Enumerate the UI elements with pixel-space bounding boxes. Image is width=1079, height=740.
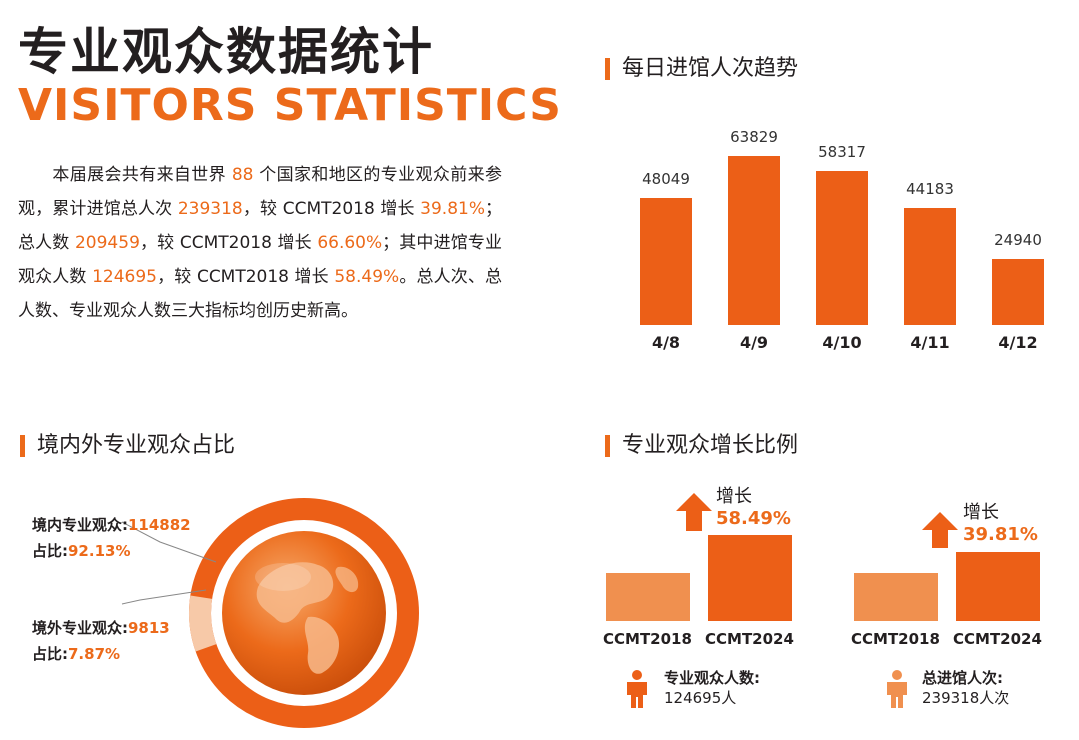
countries-count: 88 [231,165,254,185]
daily-bar-value: 63829 [730,128,778,146]
domestic-ratio: 92.13% [68,542,131,560]
daily-bar-chart: 48049 4/8 63829 4/9 58317 4/10 44183 4/11 24940 4… [600,110,1070,360]
page-title: 专业观众数据统计 [18,23,434,81]
share-donut [188,497,420,729]
daily-bar-value: 44183 [906,180,954,198]
daily-section-title: 每日进馆人次趋势 [605,58,798,80]
growth-right-cat-2024: CCMT2024 [953,630,1042,648]
daily-bar [904,208,956,325]
growth-right-bar-2018 [854,573,938,621]
daily-bar-category: 4/10 [822,333,862,352]
growth-left-cat-2024: CCMT2024 [705,630,794,648]
foreign-label: 境外专业观众: [32,619,128,637]
growth-left-pct: 58.49% [716,508,791,529]
growth-right-pct: 39.81% [963,524,1038,545]
daily-bar [992,259,1044,325]
pro-growth: 58.49% [334,267,400,287]
growth-right-footer: 总进馆人次: 239318人次 [922,668,1009,708]
growth-right-cat-2018: CCMT2018 [851,630,940,648]
daily-bar-value: 58317 [818,143,866,161]
daily-bar [640,198,692,325]
domestic-label-block: 境内专业观众:114882 占比:92.13% [32,512,191,564]
domestic-value: 114882 [128,516,191,534]
foreign-value: 9813 [128,619,170,637]
total-people: 209459 [74,233,140,253]
growth-left-foot-value: 124695人 [664,689,737,707]
growth-left-foot-label: 专业观众人数: [664,669,760,687]
daily-bar-category: 4/12 [998,333,1038,352]
growth-left-bar-2024 [708,535,792,621]
person-icon [627,670,647,708]
domestic-ratio-label: 占比: [32,542,68,560]
total-visits: 239318 [177,199,243,219]
growth-left-footer: 专业观众人数: 124695人 [664,668,760,708]
people-growth: 66.60% [317,233,383,253]
pie-leader-lines [121,521,217,605]
intro-text: ；总人数 [18,199,502,253]
foreign-ratio-label: 占比: [32,645,68,663]
donut-foreign-slice [189,595,217,652]
intro-paragraph: 本届展会共有来自世界 88 个国家和地区的专业观众前来参观，累计进馆总人次 23… [18,158,502,328]
growth-section-title: 专业观众增长比例 [605,435,798,457]
growth-right-label: 增长 39.81% [963,502,1038,546]
domestic-label: 境内专业观众: [32,516,128,534]
growth-right-foot-label: 总进馆人次: [922,669,1003,687]
growth-left-up-label: 增长 [716,486,752,507]
daily-bar-category: 4/8 [651,333,681,352]
intro-text: ，较 CCMT2018 增长 [139,233,318,253]
daily-bar-category: 4/11 [910,333,950,352]
foreign-ratio: 7.87% [68,645,121,663]
growth-right-foot-value: 239318人次 [922,689,1010,707]
growth-left-label: 增长 58.49% [716,486,791,530]
intro-text: 本届展会共有来自世界 [52,165,232,185]
domestic-leader-line [121,521,217,563]
intro-text: ；其中进馆专业观众人数 [18,233,502,287]
daily-bar [816,171,868,325]
daily-bar-category: 4/9 [739,333,769,352]
share-section-title: 境内外专业观众占比 [20,435,235,457]
arrow-up-icon [676,493,712,531]
globe-icon [222,531,386,695]
arrow-up-icon [922,512,958,548]
foreign-label-block: 境外专业观众:9813 占比:7.87% [32,615,170,667]
share-donut-svg [189,498,419,728]
pro-visitors: 124695 [92,267,157,287]
intro-text: ，较 CCMT2018 增长 [157,267,335,287]
growth-right-bar-2024 [956,552,1040,621]
growth-left-bar-2018 [606,573,690,621]
visits-growth: 39.81% [420,199,485,219]
growth-right-up-label: 增长 [963,502,999,523]
page-subtitle: VISITORS STATISTICS [18,80,562,131]
daily-bar [728,156,780,325]
person-icon [887,670,907,708]
daily-bar-value: 24940 [994,231,1042,249]
daily-bar-value: 48049 [642,170,690,188]
growth-left-cat-2018: CCMT2018 [603,630,692,648]
intro-text: ，较 CCMT2018 增长 [242,199,421,219]
intro-text: 。总人次、总人数、专业观众人数三大指标均创历史新高。 [18,267,503,321]
intro-text: 个国家和地区的专业观众前来参观，累计进馆总人次 [18,165,502,219]
foreign-leader-line [121,589,207,605]
